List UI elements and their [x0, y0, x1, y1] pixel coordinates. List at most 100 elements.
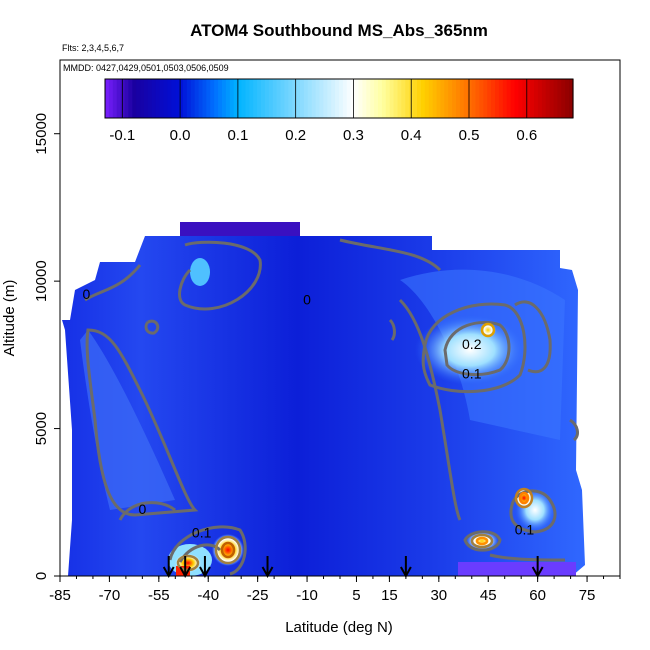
- contour-north-right: [514, 300, 552, 374]
- colorbar-swatch: [179, 79, 184, 118]
- colorbar-swatch: [545, 79, 551, 118]
- x-tick-label: 5: [352, 587, 360, 604]
- colorbar-swatch: [413, 79, 418, 118]
- colorbar-swatch: [264, 79, 270, 118]
- colorbar-swatch: [444, 79, 449, 118]
- colorbar-swatch: [261, 79, 266, 118]
- colorbar-swatch: [128, 79, 133, 118]
- x-tick-label: -40: [197, 587, 219, 604]
- colorbar-swatch: [151, 79, 157, 118]
- contour-north-left-small: [388, 318, 396, 341]
- colorbar-swatch: [495, 79, 500, 118]
- colorbar-swatch: [222, 79, 227, 118]
- inner-contour-south-b-inner: [220, 541, 236, 559]
- colorbar-swatch: [307, 79, 313, 118]
- contour-south-bottom-loop: [118, 501, 176, 521]
- colorbar-swatch: [436, 79, 441, 118]
- colorbar-swatch: [183, 79, 188, 118]
- colorbar-swatch: [253, 79, 258, 118]
- colorbar-swatch: [459, 79, 465, 118]
- contour-label: 0.1: [462, 365, 482, 381]
- colorbar-swatch: [491, 79, 496, 118]
- colorbar-swatch: [112, 79, 118, 118]
- colorbar-swatch: [354, 79, 360, 118]
- x-tick-label: -55: [148, 587, 170, 604]
- colorbar-swatch: [514, 79, 519, 118]
- colorbar-swatch: [385, 79, 391, 118]
- x-axis-label: Latitude (deg N): [285, 619, 393, 636]
- flights-note: Flts: 2,3,4,5,6,7: [62, 43, 124, 53]
- colorbar-swatch: [381, 79, 387, 118]
- colorbar-swatch: [241, 79, 246, 118]
- colorbar-swatch: [155, 79, 161, 118]
- colorbar-swatch: [280, 79, 285, 118]
- colorbar-swatch: [116, 79, 122, 118]
- contour-south-left-small: [144, 319, 160, 335]
- colorbar-swatch: [296, 79, 301, 118]
- colorbar-swatch: [534, 79, 539, 118]
- colorbar-swatch: [452, 79, 457, 118]
- inner-contour-north-boundary-outer: [470, 533, 494, 549]
- upper-purple-band: [180, 222, 300, 236]
- colorbar-swatch: [245, 79, 250, 118]
- colorbar-swatch: [401, 79, 406, 118]
- x-tick-label: -70: [99, 587, 121, 604]
- colorbar-swatch: [397, 79, 402, 118]
- contour-zero-upper-left: [84, 264, 142, 302]
- colorbar-swatch: [175, 79, 180, 118]
- colorbar-swatch: [393, 79, 399, 118]
- colorbar-swatch: [335, 79, 340, 118]
- colorbar-swatch: [124, 79, 129, 118]
- colorbar-swatch: [483, 79, 488, 118]
- colorbar-swatch: [549, 79, 555, 118]
- colorbar-swatch: [237, 79, 243, 118]
- colorbar-swatch: [163, 79, 168, 118]
- x-tick-label: 45: [480, 587, 497, 604]
- north-upper-plume: [415, 315, 525, 385]
- colorbar-swatch: [132, 79, 137, 118]
- colorbar-swatch: [233, 79, 239, 118]
- colorbar-swatch: [378, 79, 383, 118]
- x-tick-label: -85: [49, 587, 71, 604]
- inner-contours: [176, 322, 534, 572]
- colorbar-swatch: [323, 79, 328, 118]
- colorbar-swatch: [210, 79, 215, 118]
- contour-north-boundary: [463, 530, 502, 552]
- colorbar-swatch: [506, 79, 512, 118]
- colorbar-swatch: [440, 79, 445, 118]
- contour-right-edge: [569, 418, 579, 442]
- colorbar-swatch: [105, 79, 110, 118]
- colorbar-swatch: [315, 79, 321, 118]
- contour-zero-north-mid: [398, 298, 462, 521]
- colorbar: -0.1 0.0 0.1 0.2 0.3 0.4 0.5 0.6: [104, 78, 574, 144]
- colorbar-tick-label: -0.1: [109, 127, 135, 144]
- colorbar-swatch: [167, 79, 172, 118]
- colorbar-swatch: [530, 79, 535, 118]
- colorbar-swatch: [108, 79, 114, 118]
- inner-contour-north-boundary-inner: [475, 536, 489, 546]
- colorbar-swatch: [276, 79, 282, 118]
- colorbar-swatch: [288, 79, 293, 118]
- north-surface-purple-patch: [458, 562, 576, 576]
- colorbar-swatch: [120, 79, 126, 118]
- colorbar-swatch: [561, 79, 566, 118]
- colorbar-swatch: [537, 79, 543, 118]
- contour-north-surface: [489, 553, 566, 562]
- colorbar-swatch: [284, 79, 289, 118]
- contour-labels: 0 0 0 0.1 0.2 0.1 0.1: [82, 286, 534, 541]
- y-axis: 0 5000 10000 15000: [33, 113, 60, 580]
- contour-level-0.2-north: [443, 320, 511, 377]
- colorbar-swatch: [190, 79, 196, 118]
- colorbar-swatch: [420, 79, 426, 118]
- contour-label: 0: [138, 501, 146, 517]
- colorbar-swatch: [358, 79, 363, 118]
- colorbar-swatch: [366, 79, 371, 118]
- colorbar-swatch: [432, 79, 438, 118]
- contour-zero-upper-mid: [178, 240, 262, 311]
- colorbar-swatch: [479, 79, 484, 118]
- colorbar-swatch: [186, 79, 192, 118]
- inner-contour-north-lower-outer: [514, 487, 534, 509]
- contour-label: 0.1: [192, 525, 212, 541]
- dates-note: MMDD: 0427,0429,0501,0503,0506,0509: [63, 63, 229, 73]
